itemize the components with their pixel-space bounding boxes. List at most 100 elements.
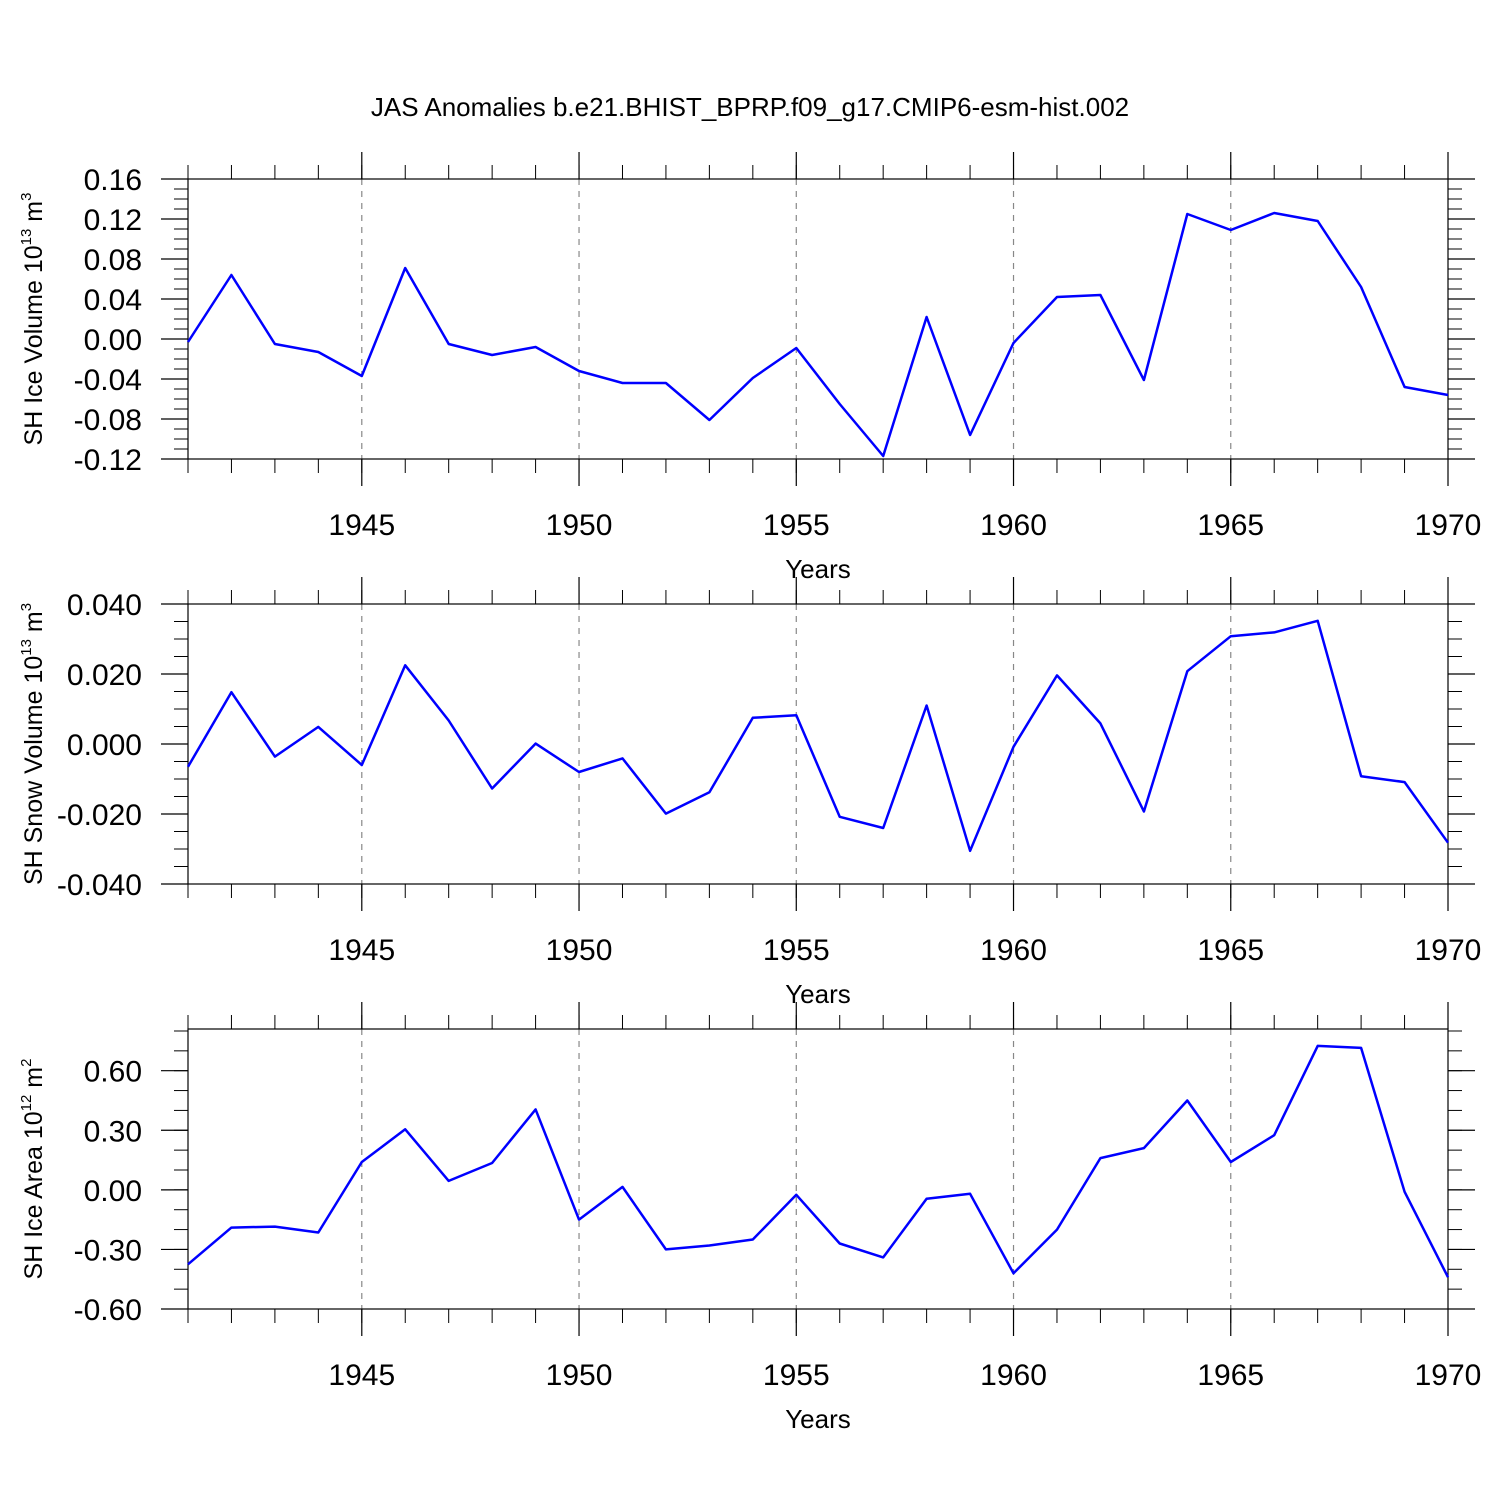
y-tick-label: 0.30: [84, 1115, 142, 1148]
data-point: [925, 704, 929, 708]
x-tick-label: 1955: [763, 934, 830, 967]
data-point: [925, 315, 929, 319]
data-point: [447, 342, 451, 346]
y-tick-label: -0.12: [74, 444, 142, 477]
data-point: [490, 786, 494, 790]
data-point: [1012, 1271, 1016, 1275]
x-axis-label: Years: [785, 554, 851, 584]
data-point: [1055, 1228, 1059, 1232]
y-tick-label: -0.08: [74, 404, 142, 437]
data-point: [1446, 841, 1450, 845]
data-point: [968, 849, 972, 853]
y-tick-label: 0.00: [84, 324, 142, 357]
data-point: [1142, 810, 1146, 814]
data-point: [577, 1218, 581, 1222]
data-point: [881, 1255, 885, 1259]
x-tick-label: 1950: [546, 934, 613, 967]
data-point: [620, 756, 624, 760]
data-point: [620, 1185, 624, 1189]
data-point: [1316, 1044, 1320, 1048]
data-point: [751, 716, 755, 720]
data-point: [1229, 1160, 1233, 1164]
data-point: [1316, 619, 1320, 623]
data-point: [534, 345, 538, 349]
data-point: [447, 719, 451, 723]
data-point: [1403, 1190, 1407, 1194]
data-point: [577, 770, 581, 774]
data-point: [1403, 780, 1407, 784]
y-axis-label: SH Ice Volume 1013 m3: [18, 193, 48, 446]
x-axis-label: Years: [785, 979, 851, 1009]
y-tick-label: -0.60: [74, 1294, 142, 1327]
figure-title: JAS Anomalies b.e21.BHIST_BPRP.f09_g17.C…: [371, 92, 1129, 122]
panel-ice-volume: -0.12 -0.08 -0.04 0.00 0.04 0.08 0.12 0.16 1945 1…: [18, 152, 1481, 584]
x-tick-label: 1950: [546, 509, 613, 542]
data-point: [881, 826, 885, 830]
data-point: [1229, 634, 1233, 638]
data-point: [925, 1197, 929, 1201]
y-tick-label: -0.020: [57, 799, 142, 832]
panels: -0.12 -0.08 -0.04 0.00 0.04 0.08 0.12 0.16 1945 1…: [18, 152, 1481, 1434]
data-point: [316, 725, 320, 729]
y-tick-label: 0.00: [84, 1175, 142, 1208]
data-point: [838, 1241, 842, 1245]
data-point: [403, 266, 407, 270]
x-tick-label: 1965: [1197, 509, 1264, 542]
data-point: [490, 1161, 494, 1165]
data-point: [229, 690, 233, 694]
data-point: [273, 755, 277, 759]
data-point: [1359, 774, 1363, 778]
data-point: [620, 381, 624, 385]
y-tick-label: 0.04: [84, 284, 142, 317]
data-point: [1446, 1275, 1450, 1279]
plot-frame: [187, 178, 1449, 460]
data-point: [403, 663, 407, 667]
data-point: [1272, 630, 1276, 634]
x-tick-label: 1960: [980, 934, 1047, 967]
y-tick-label: 0.020: [67, 659, 142, 692]
data-point: [838, 402, 842, 406]
y-tick-label: 0.040: [67, 589, 142, 622]
data-point: [751, 1237, 755, 1241]
data-point: [1359, 1046, 1363, 1050]
x-tick-label: 1955: [763, 509, 830, 542]
data-point: [490, 353, 494, 357]
data-point: [664, 381, 668, 385]
data-point: [403, 1127, 407, 1131]
data-point: [1142, 1146, 1146, 1150]
data-point: [186, 1262, 190, 1266]
data-point: [1272, 1133, 1276, 1137]
x-tick-label: 1970: [1415, 1359, 1482, 1392]
data-point: [1229, 228, 1233, 232]
data-point: [664, 1247, 668, 1251]
data-point: [1185, 1098, 1189, 1102]
data-point: [968, 1192, 972, 1196]
data-point: [794, 1193, 798, 1197]
panel-snow-volume: -0.040 -0.020 0.000 0.020 0.040 1945 1950 1955 1…: [18, 577, 1481, 1009]
data-point: [1012, 745, 1016, 749]
panel-ice-area: -0.60 -0.30 0.00 0.30 0.60 1945 1950 1955 1960 19…: [18, 1002, 1481, 1434]
data-point: [1185, 669, 1189, 673]
data-point: [968, 433, 972, 437]
y-axis-label: SH Ice Area 1012 m2: [18, 1059, 48, 1280]
x-tick-label: 1960: [980, 509, 1047, 542]
data-point: [229, 1226, 233, 1230]
data-point: [1403, 385, 1407, 389]
data-point: [1055, 673, 1059, 677]
data-point: [1359, 285, 1363, 289]
data-point: [794, 346, 798, 350]
y-tick-label: 0.000: [67, 729, 142, 762]
x-tick-label: 1970: [1415, 934, 1482, 967]
series-line-ice-volume: [186, 211, 1449, 458]
plot-frame: [187, 1028, 1449, 1310]
y-tick-label: -0.30: [74, 1234, 142, 1267]
y-tick-label: 0.12: [84, 204, 142, 237]
data-point: [186, 765, 190, 769]
x-tick-label: 1945: [328, 934, 395, 967]
data-point: [360, 763, 364, 767]
series-line-snow-volume: [186, 619, 1450, 853]
x-tick-label: 1970: [1415, 509, 1482, 542]
y-tick-label: -0.04: [74, 364, 142, 397]
data-point: [534, 742, 538, 746]
data-point: [707, 418, 711, 422]
